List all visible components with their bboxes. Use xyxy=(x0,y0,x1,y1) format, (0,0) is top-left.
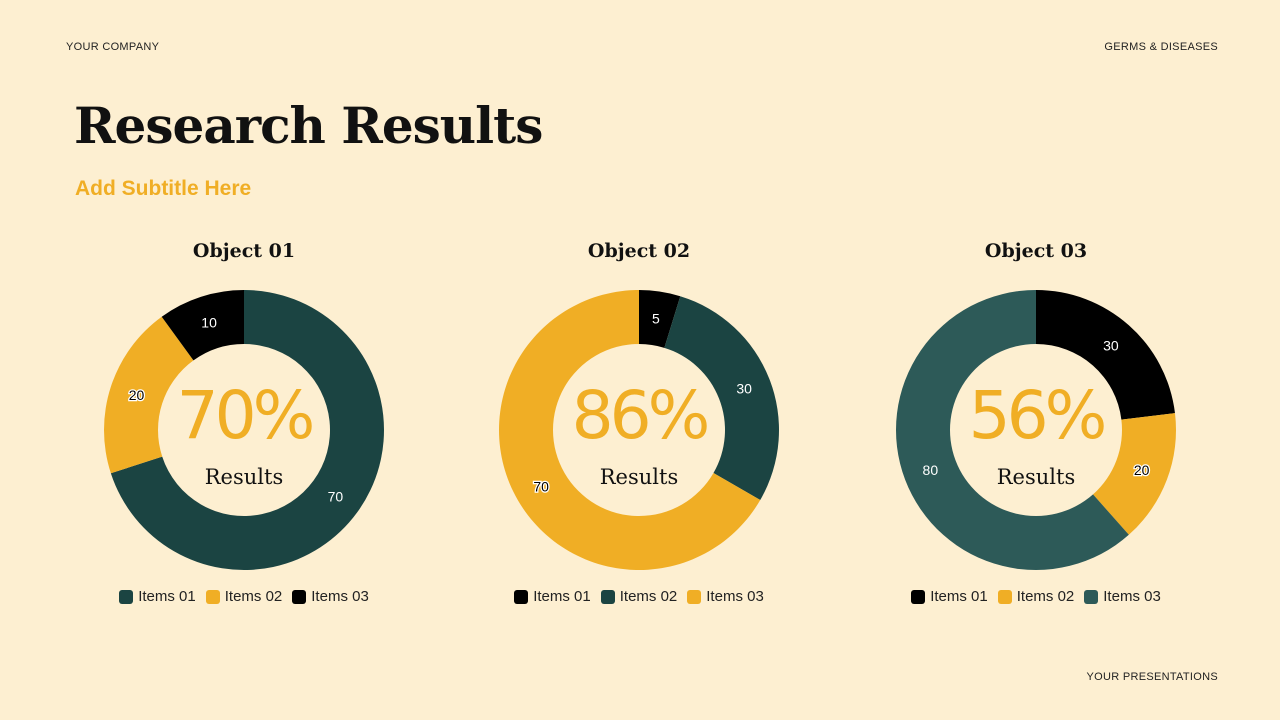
legend-item: Items 03 xyxy=(1084,588,1161,605)
center-percentage: 56% xyxy=(969,377,1105,454)
slice-value-label: 70 xyxy=(533,479,549,495)
slice-value-label: 30 xyxy=(1103,337,1119,353)
footer-label: YOUR PRESENTATIONS xyxy=(1086,671,1218,683)
legend-swatch xyxy=(911,589,926,604)
legend-label: Items 01 xyxy=(930,588,988,605)
donut-chart-2: Object 02 5 30 70 86% Results Items 01 Items 02… xyxy=(489,236,789,616)
donut-svg: 5 30 70 86% Results xyxy=(499,290,779,570)
legend-label: Items 02 xyxy=(224,588,283,605)
legend-item: Items 01 xyxy=(911,588,988,605)
donut-slice xyxy=(896,290,1129,570)
legend-swatch xyxy=(687,589,702,604)
page-subtitle: Add Subtitle Here xyxy=(75,177,252,200)
legend-label: Items 02 xyxy=(619,588,678,605)
center-label: Results xyxy=(600,465,678,489)
legend-swatch xyxy=(1084,589,1099,604)
legend-swatch xyxy=(119,589,134,604)
legend-label: Items 03 xyxy=(311,588,369,605)
chart-legend: Items 01 Items 02 Items 03 xyxy=(489,588,789,605)
legend-swatch xyxy=(514,589,529,604)
legend-label: Items 02 xyxy=(1016,588,1075,605)
slice-value-label: 5 xyxy=(652,310,660,326)
donut-chart-3: Object 03 30 20 80 56% Results Items 01 Items 0… xyxy=(886,236,1186,616)
donut-slice xyxy=(104,316,194,474)
legend-swatch xyxy=(600,589,615,604)
legend-item: Items 03 xyxy=(687,588,764,605)
legend-label: Items 03 xyxy=(706,588,764,605)
legend-label: Items 03 xyxy=(1103,588,1161,605)
donut-svg: 30 20 80 56% Results xyxy=(896,290,1176,570)
legend-item: Items 03 xyxy=(292,588,369,605)
donut-slice xyxy=(499,290,761,570)
donut-svg: 70 20 10 70% Results xyxy=(104,290,384,570)
chart-legend: Items 01 Items 02 Items 03 xyxy=(886,588,1186,605)
topic-label: GERMS & DISEASES xyxy=(1104,41,1218,53)
center-label: Results xyxy=(997,465,1075,489)
donut-slice xyxy=(161,290,244,361)
donut-slice xyxy=(1093,413,1176,535)
slice-value-label: 80 xyxy=(923,462,939,478)
slice-value-label: 20 xyxy=(129,387,145,403)
legend-label: Items 01 xyxy=(533,588,591,605)
center-percentage: 86% xyxy=(572,377,708,454)
donut-slice xyxy=(1036,290,1175,420)
legend-item: Items 01 xyxy=(514,588,591,605)
donut-slice xyxy=(664,296,779,500)
donut-chart-1: Object 01 70 20 10 70% Results Items 01 Items 0… xyxy=(94,236,394,616)
center-percentage: 70% xyxy=(177,377,313,454)
center-label: Results xyxy=(205,465,283,489)
company-name: YOUR COMPANY xyxy=(66,41,160,53)
slice-value-label: 20 xyxy=(1134,462,1150,478)
legend-item: Items 02 xyxy=(205,588,283,605)
donut-slice xyxy=(110,290,384,570)
legend-swatch xyxy=(292,589,307,604)
chart-title: Object 03 xyxy=(984,240,1088,262)
page-title: Research Results xyxy=(74,96,543,155)
chart-legend: Items 01 Items 02 Items 03 xyxy=(94,588,394,605)
legend-item: Items 02 xyxy=(997,588,1075,605)
slice-value-label: 30 xyxy=(736,381,752,397)
legend-label: Items 01 xyxy=(138,588,196,605)
slice-value-label: 10 xyxy=(201,315,217,331)
chart-title: Object 01 xyxy=(192,240,296,262)
chart-title: Object 02 xyxy=(587,240,691,262)
legend-swatch xyxy=(997,589,1012,604)
legend-swatch xyxy=(205,589,220,604)
donut-slice xyxy=(639,290,681,348)
slice-value-label: 70 xyxy=(328,488,344,504)
legend-item: Items 02 xyxy=(600,588,678,605)
legend-item: Items 01 xyxy=(119,588,196,605)
